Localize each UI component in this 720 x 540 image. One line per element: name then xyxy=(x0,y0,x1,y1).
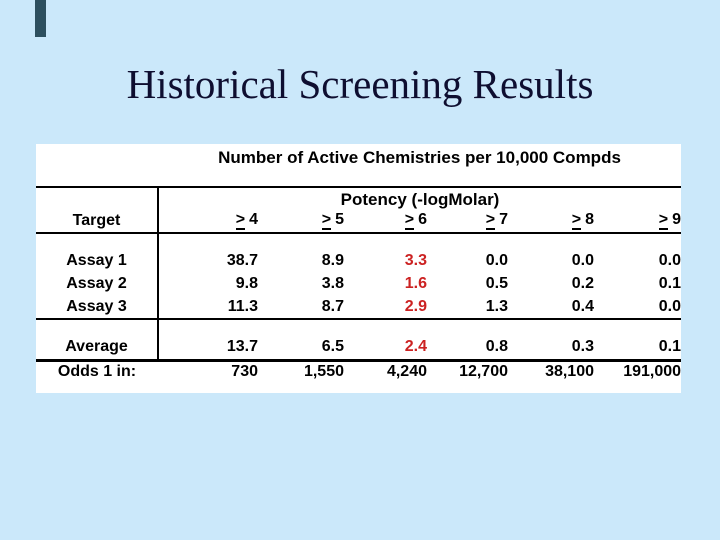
column-header-value: 9 xyxy=(672,211,682,228)
table-header-spacer xyxy=(36,144,158,188)
column-header-value: 6 xyxy=(418,211,427,228)
table-row-assay-3: Assay 3 11.3 8.7 2.9 1.3 0.4 0.0 xyxy=(36,295,682,320)
cell-odds-gte6: 4,240 xyxy=(386,363,427,381)
gte-symbol: > xyxy=(235,211,246,230)
cell-assay3-gte6: 2.9 xyxy=(344,295,427,320)
cell-assay1-gte4: 38.7 xyxy=(157,249,258,272)
potency-label: Potency (-logMolar) xyxy=(156,187,682,211)
cell-assay2-gte4: 9.8 xyxy=(157,272,258,295)
cell-assay1-gte8: 0.0 xyxy=(571,251,594,269)
cell-assay2-gte8: 0.2 xyxy=(571,274,594,292)
cell-average-gte8: 0.3 xyxy=(508,336,594,362)
gte-symbol: > xyxy=(404,211,415,230)
column-header-gte8: >8 xyxy=(508,211,594,234)
cell-assay2-gte7: 0.5 xyxy=(485,274,508,292)
cell-assay3-gte9: 0.0 xyxy=(594,295,682,320)
column-header-value: 7 xyxy=(499,211,508,228)
column-header-gte4: >4 xyxy=(157,211,258,234)
cell-odds-gte9: 191,000 xyxy=(623,363,682,381)
cell-assay3-gte8: 0.4 xyxy=(508,295,594,320)
cell-average-gte6: 2.4 xyxy=(344,336,427,362)
row-label: Assay 2 xyxy=(66,274,127,292)
row-label: Assay 3 xyxy=(36,295,158,320)
cell-assay3-gte5: 8.7 xyxy=(258,295,344,320)
column-header-gte9: >9 xyxy=(594,211,682,234)
column-header-gte6: >6 xyxy=(344,211,427,234)
column-header-row: Target >4 >5 >6 >7 >8 >9 xyxy=(36,211,682,234)
gte-symbol: > xyxy=(485,211,496,230)
table-row-odds: Odds 1 in: 730 1,550 4,240 12,700 38,100… xyxy=(36,360,681,383)
cell-average-gte9: 0.1 xyxy=(594,336,682,362)
table-row-average: Average 13.7 6.5 2.4 0.8 0.3 0.1 xyxy=(36,336,682,362)
cell-odds-gte8: 38,100 xyxy=(545,363,594,381)
cell-assay2-gte6: 1.6 xyxy=(404,274,427,292)
column-header-value: 5 xyxy=(335,211,344,228)
cell-odds-gte4: 730 xyxy=(231,363,258,381)
cell-assay1-gte6: 3.3 xyxy=(404,251,427,269)
column-header-value: 8 xyxy=(585,211,594,228)
cell-odds-gte5: 1,550 xyxy=(303,363,344,381)
spacer-row xyxy=(36,233,682,249)
column-header-value: 4 xyxy=(249,211,258,228)
target-column-header: Target xyxy=(36,211,158,234)
gte-symbol: > xyxy=(658,211,669,230)
gte-symbol: > xyxy=(571,211,582,230)
cell-assay2-gte9: 0.1 xyxy=(658,274,682,292)
potency-spacer xyxy=(36,187,158,211)
cell-assay2-gte5: 3.8 xyxy=(321,274,344,292)
table-row-assay-1: Assay 1 38.7 8.9 3.3 0.0 0.0 0.0 xyxy=(36,249,681,272)
cell-average-gte5: 6.5 xyxy=(258,336,344,362)
cell-average-gte7: 0.8 xyxy=(427,336,508,362)
cell-assay1-gte9: 0.0 xyxy=(658,251,682,269)
cell-assay3-gte7: 1.3 xyxy=(427,295,508,320)
cell-average-gte4: 13.7 xyxy=(157,336,258,362)
spacer-row xyxy=(36,319,682,336)
row-label: Odds 1 in: xyxy=(57,363,137,381)
column-header-gte5: >5 xyxy=(258,211,344,234)
results-table: Number of Active Chemistries per 10,000 … xyxy=(36,144,682,383)
results-table-container: Number of Active Chemistries per 10,000 … xyxy=(36,144,682,393)
potency-row: Potency (-logMolar) xyxy=(36,187,682,211)
accent-bar xyxy=(35,0,46,37)
slide-title: Historical Screening Results xyxy=(126,61,594,107)
row-label: Average xyxy=(36,336,158,362)
gte-symbol: > xyxy=(321,211,332,230)
cell-odds-gte7: 12,700 xyxy=(459,363,508,381)
table-row-assay-2: Assay 2 9.8 3.8 1.6 0.5 0.2 0.1 xyxy=(36,272,681,295)
cell-assay3-gte4: 11.3 xyxy=(157,295,258,320)
row-label: Assay 1 xyxy=(66,251,127,269)
cell-assay1-gte5: 8.9 xyxy=(321,251,344,269)
cell-assay1-gte7: 0.0 xyxy=(485,251,508,269)
table-header-title: Number of Active Chemistries per 10,000 … xyxy=(158,144,682,188)
table-header-row: Number of Active Chemistries per 10,000 … xyxy=(36,144,682,188)
column-header-gte7: >7 xyxy=(427,211,508,234)
